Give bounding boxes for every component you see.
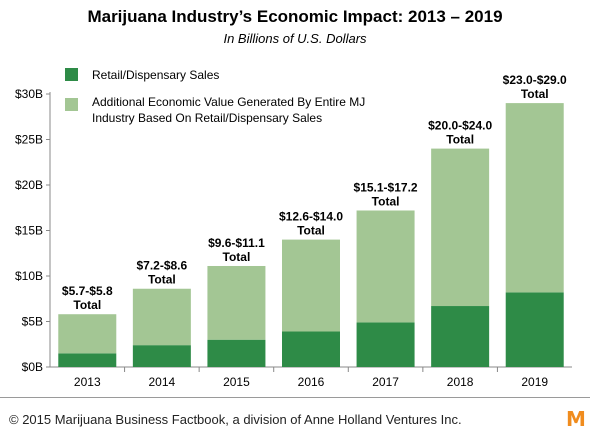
legend-swatch-additional: [65, 98, 78, 111]
total-range-label: $20.0-$24.0: [428, 119, 492, 133]
legend-label-retail: Retail/Dispensary Sales: [92, 68, 219, 82]
y-tick-label: $20B: [15, 178, 43, 192]
footer-copyright: © 2015 Marijuana Business Factbook, a di…: [9, 412, 462, 427]
legend: Retail/Dispensary Sales Additional Econo…: [65, 68, 369, 125]
bar-retail-2013: [58, 353, 117, 367]
total-range-label: $5.7-$5.8: [62, 284, 113, 298]
x-tick-label: 2017: [372, 375, 399, 389]
total-labels: $5.7-$5.8Total$7.2-$8.6Total$9.6-$11.1To…: [62, 73, 567, 312]
total-word-label: Total: [223, 250, 251, 264]
bar-retail-2016: [282, 331, 340, 367]
bar-retail-2015: [207, 339, 266, 367]
x-tick-label: 2016: [298, 375, 325, 389]
x-tick-label: 2018: [447, 375, 474, 389]
legend-label-additional: Additional Economic Value Generated By E…: [92, 95, 369, 125]
x-tick-label: 2015: [223, 375, 250, 389]
y-tick-label: $0B: [22, 360, 43, 374]
bar-retail-2014: [132, 345, 191, 367]
total-range-label: $9.6-$11.1: [208, 236, 265, 250]
legend-swatch-retail: [65, 68, 78, 81]
brand-logo: M: [566, 407, 586, 431]
total-range-label: $12.6-$14.0: [279, 210, 343, 224]
x-tick-label: 2014: [149, 375, 176, 389]
bar-additional-2019: [505, 103, 564, 293]
total-word-label: Total: [446, 133, 474, 147]
y-tick-label: $30B: [15, 87, 43, 101]
y-tick-label: $10B: [15, 269, 43, 283]
chart-title: Marijuana Industry’s Economic Impact: 20…: [87, 7, 503, 26]
bars: [58, 103, 564, 367]
total-word-label: Total: [372, 194, 400, 208]
bar-additional-2015: [207, 265, 266, 340]
total-range-label: $15.1-$17.2: [354, 180, 418, 194]
bar-retail-2017: [356, 322, 415, 367]
y-tick-label: $5B: [22, 315, 43, 329]
total-range-label: $7.2-$8.6: [136, 259, 187, 273]
bar-additional-2016: [282, 239, 340, 332]
bar-additional-2018: [431, 148, 490, 307]
y-tick-label: $25B: [15, 133, 43, 147]
total-range-label: $23.0-$29.0: [503, 73, 567, 87]
total-word-label: Total: [297, 224, 325, 238]
x-tick-label: 2019: [521, 375, 548, 389]
chart-area: Retail/Dispensary Sales Additional Econo…: [15, 68, 572, 389]
bar-additional-2013: [58, 314, 117, 354]
chart-subtitle: In Billions of U.S. Dollars: [223, 31, 367, 46]
footer: © 2015 Marijuana Business Factbook, a di…: [0, 397, 590, 434]
bar-retail-2018: [431, 306, 490, 367]
bar-additional-2017: [356, 210, 415, 323]
x-tick-label: 2013: [74, 375, 101, 389]
y-tick-label: $15B: [15, 224, 43, 238]
bar-retail-2019: [505, 292, 564, 367]
total-word-label: Total: [148, 273, 176, 287]
total-word-label: Total: [73, 298, 101, 312]
bar-additional-2014: [132, 288, 191, 346]
total-word-label: Total: [521, 87, 549, 101]
